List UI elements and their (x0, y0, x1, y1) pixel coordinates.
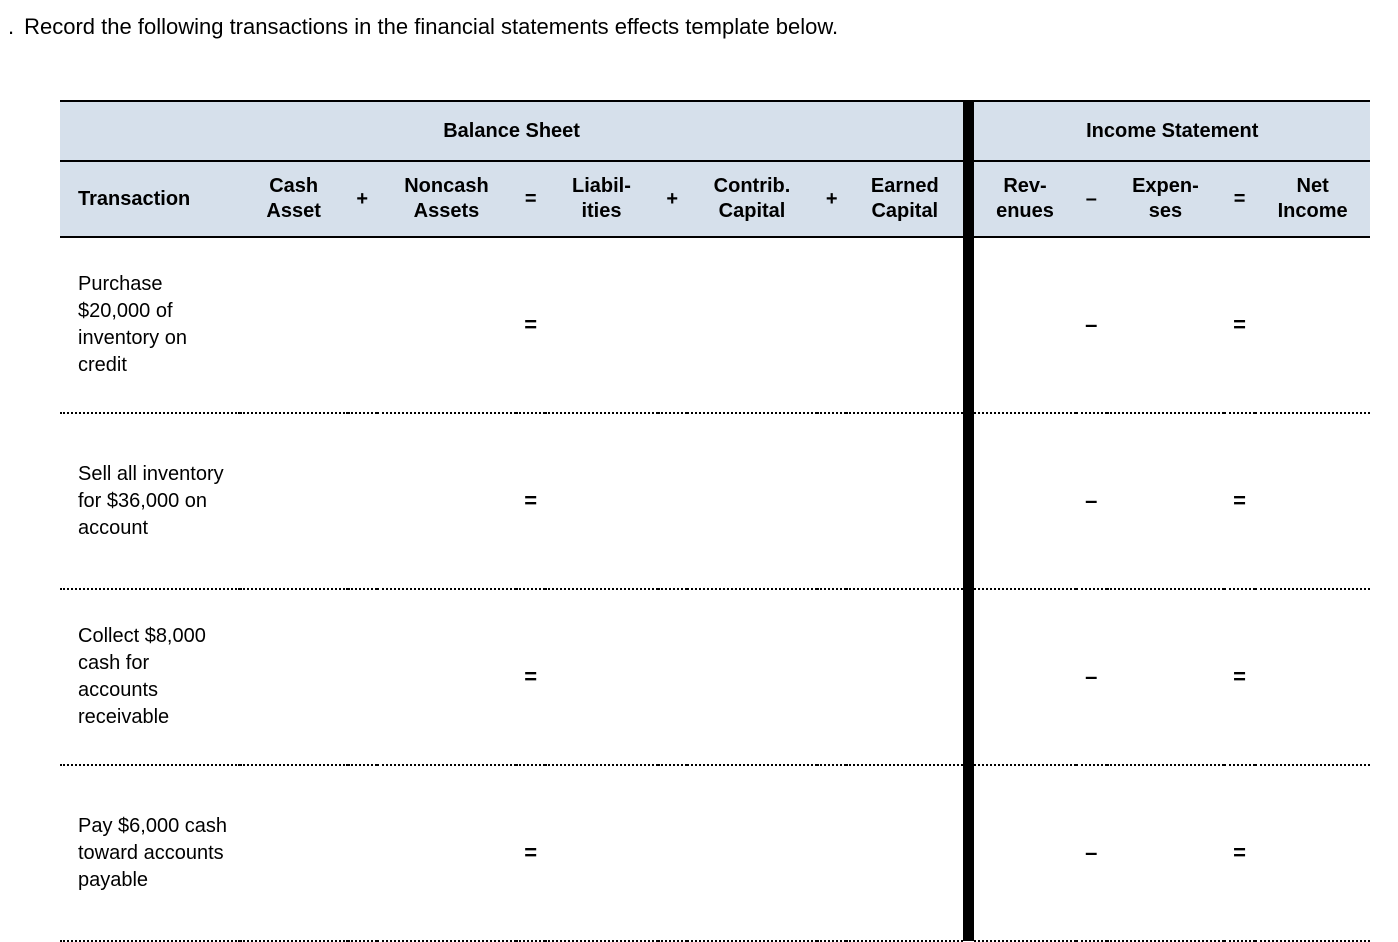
table-row: Pay $6,000 cash toward accounts payable … (60, 765, 1370, 941)
cell-liabilities[interactable] (545, 413, 657, 589)
header-sections-row: Balance Sheet Income Statement (60, 101, 1370, 161)
op-plus-cell (817, 765, 846, 941)
col-contrib-capital: Contrib. Capital (687, 161, 817, 237)
instruction-prefix: . (8, 14, 14, 39)
cell-noncash-assets[interactable] (377, 589, 516, 765)
cell-contrib-capital[interactable] (687, 413, 817, 589)
cell-cash-asset[interactable] (240, 237, 348, 413)
cell-earned-capital[interactable] (846, 589, 963, 765)
op-minus-cell: – (1076, 413, 1107, 589)
vertical-divider (963, 161, 974, 237)
cell-cash-asset[interactable] (240, 589, 348, 765)
op-minus-header: – (1076, 161, 1107, 237)
transaction-cell: Sell all inventory for $36,000 on accoun… (60, 413, 240, 589)
instruction-text: . Record the following transactions in th… (8, 14, 1398, 40)
op-equals-is-cell: = (1224, 413, 1255, 589)
col-noncash-assets: Noncash Assets (377, 161, 516, 237)
op-equals-is-cell: = (1224, 589, 1255, 765)
op-plus-1: + (348, 161, 377, 237)
op-equals-cell: = (516, 589, 545, 765)
col-expenses: Expen- ses (1107, 161, 1224, 237)
cell-expenses[interactable] (1107, 589, 1224, 765)
vertical-divider (963, 101, 974, 161)
op-plus-cell (817, 589, 846, 765)
cell-noncash-assets[interactable] (377, 237, 516, 413)
col-earned-capital: Earned Capital (846, 161, 963, 237)
cell-net-income[interactable] (1255, 765, 1370, 941)
cell-contrib-capital[interactable] (687, 589, 817, 765)
cell-net-income[interactable] (1255, 237, 1370, 413)
cell-net-income[interactable] (1255, 413, 1370, 589)
op-plus-cell (658, 237, 687, 413)
cell-net-income[interactable] (1255, 589, 1370, 765)
cell-earned-capital[interactable] (846, 765, 963, 941)
op-equals-is-cell: = (1224, 765, 1255, 941)
cell-cash-asset[interactable] (240, 765, 348, 941)
cell-earned-capital[interactable] (846, 237, 963, 413)
op-equals-cell: = (516, 237, 545, 413)
op-equals-header: = (516, 161, 545, 237)
cell-cash-asset[interactable] (240, 413, 348, 589)
op-equals-cell: = (516, 765, 545, 941)
cell-expenses[interactable] (1107, 765, 1224, 941)
col-net-income: Net Income (1255, 161, 1370, 237)
cell-liabilities[interactable] (545, 765, 657, 941)
col-liabilities: Liabil- ities (545, 161, 657, 237)
op-equals-is-header: = (1224, 161, 1255, 237)
vertical-divider (963, 237, 974, 413)
cell-contrib-capital[interactable] (687, 237, 817, 413)
table-row: Collect $8,000 cash for accounts receiva… (60, 589, 1370, 765)
op-plus-cell (348, 237, 377, 413)
transaction-cell: Pay $6,000 cash toward accounts payable (60, 765, 240, 941)
cell-revenues[interactable] (974, 413, 1075, 589)
instruction-body: Record the following transactions in the… (24, 14, 838, 39)
op-plus-cell (348, 589, 377, 765)
op-minus-cell: – (1076, 765, 1107, 941)
table-row: Purchase $20,000 of inventory on credit … (60, 237, 1370, 413)
table-row: Sell all inventory for $36,000 on accoun… (60, 413, 1370, 589)
op-plus-cell (658, 413, 687, 589)
col-cash-asset: Cash Asset (240, 161, 348, 237)
op-plus-3: + (817, 161, 846, 237)
vertical-divider (963, 765, 974, 941)
op-plus-cell (348, 765, 377, 941)
col-revenues: Rev- enues (974, 161, 1075, 237)
op-plus-cell (658, 765, 687, 941)
op-minus-cell: – (1076, 237, 1107, 413)
cell-liabilities[interactable] (545, 237, 657, 413)
cell-noncash-assets[interactable] (377, 765, 516, 941)
balance-sheet-heading: Balance Sheet (60, 101, 963, 161)
income-statement-heading: Income Statement (974, 101, 1370, 161)
cell-earned-capital[interactable] (846, 413, 963, 589)
op-plus-2: + (658, 161, 687, 237)
cell-revenues[interactable] (974, 589, 1075, 765)
op-plus-cell (817, 237, 846, 413)
op-equals-cell: = (516, 413, 545, 589)
cell-contrib-capital[interactable] (687, 765, 817, 941)
transaction-cell: Collect $8,000 cash for accounts receiva… (60, 589, 240, 765)
op-plus-cell (817, 413, 846, 589)
col-transaction: Transaction (60, 161, 240, 237)
vertical-divider (963, 589, 974, 765)
op-plus-cell (658, 589, 687, 765)
financial-statements-table: Balance Sheet Income Statement Transacti… (60, 100, 1370, 942)
op-equals-is-cell: = (1224, 237, 1255, 413)
op-plus-cell (348, 413, 377, 589)
cell-noncash-assets[interactable] (377, 413, 516, 589)
cell-revenues[interactable] (974, 765, 1075, 941)
op-minus-cell: – (1076, 589, 1107, 765)
vertical-divider (963, 413, 974, 589)
cell-expenses[interactable] (1107, 413, 1224, 589)
cell-liabilities[interactable] (545, 589, 657, 765)
cell-revenues[interactable] (974, 237, 1075, 413)
transaction-cell: Purchase $20,000 of inventory on credit (60, 237, 240, 413)
cell-expenses[interactable] (1107, 237, 1224, 413)
header-columns-row: Transaction Cash Asset + Noncash Assets … (60, 161, 1370, 237)
